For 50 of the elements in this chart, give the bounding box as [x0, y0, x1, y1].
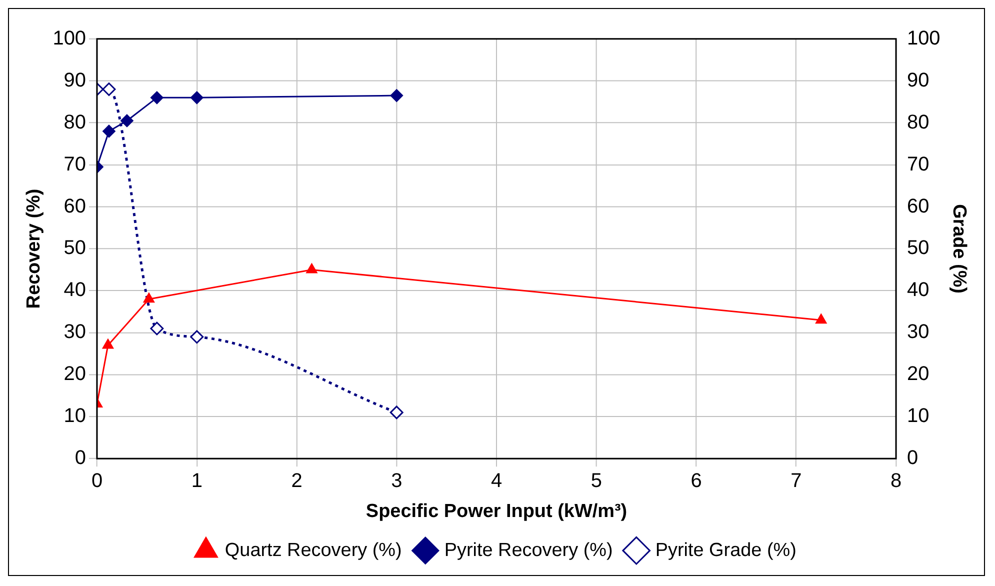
point: [102, 338, 114, 349]
y2-tick-label: 100: [906, 27, 940, 50]
legend-label: Pyrite Grade (%): [655, 540, 796, 561]
x-axis-title: Specific Power Input (kW/m³): [366, 501, 628, 522]
point: [120, 114, 134, 128]
y2-tick-label: 50: [906, 237, 930, 260]
point: [150, 91, 164, 104]
y2-tick-label: 0: [906, 447, 918, 470]
y-tick-label: 70: [64, 153, 86, 176]
y-tick-label: 20: [64, 363, 86, 386]
y-tick-label: 30: [64, 321, 86, 344]
y-tick-label: 10: [64, 405, 86, 428]
y2-tick-label: 60: [906, 195, 930, 218]
point: [102, 124, 116, 138]
x-tick-label: 1: [191, 470, 202, 492]
y2-tick-label: 90: [906, 69, 930, 92]
y2-tick-label: 70: [906, 153, 930, 176]
x-tick-label: 3: [391, 470, 402, 492]
y-tick-label: 100: [52, 27, 86, 50]
y-tick-label: 40: [64, 279, 86, 302]
x-tick-label: 2: [291, 470, 302, 492]
point: [306, 263, 318, 274]
x-tick-label: 5: [590, 470, 602, 492]
y-tick-label: 50: [64, 237, 86, 260]
y2-tick-label: 40: [906, 279, 930, 302]
point: [815, 314, 827, 324]
point: [150, 322, 164, 336]
legend-label: Pyrite Recovery (%): [444, 540, 613, 561]
point: [102, 82, 116, 96]
y2-axis-title: Grade (%): [948, 204, 970, 294]
y-tick-label: 90: [64, 69, 86, 92]
point: [143, 292, 155, 303]
point: [390, 89, 404, 102]
x-tick-label: 8: [890, 470, 902, 492]
y-tick-label: 80: [64, 111, 86, 134]
y-tick-label: 60: [64, 195, 86, 218]
x-tick-label: 6: [690, 470, 702, 492]
legend-label: Quartz Recovery (%): [224, 540, 402, 561]
x-tick-label: 4: [490, 470, 502, 492]
y-axis-title: Recovery (%): [24, 188, 45, 309]
y-tick-label: 0: [74, 447, 86, 470]
x-tick-label: 7: [790, 470, 802, 492]
y2-tick-label: 20: [906, 363, 930, 386]
y2-tick-label: 30: [906, 321, 930, 344]
y2-tick-label: 80: [906, 111, 930, 134]
point: [390, 406, 404, 420]
point: [190, 91, 204, 104]
point: [190, 330, 204, 344]
y2-tick-label: 10: [906, 405, 930, 428]
x-tick-label: 0: [91, 470, 103, 492]
